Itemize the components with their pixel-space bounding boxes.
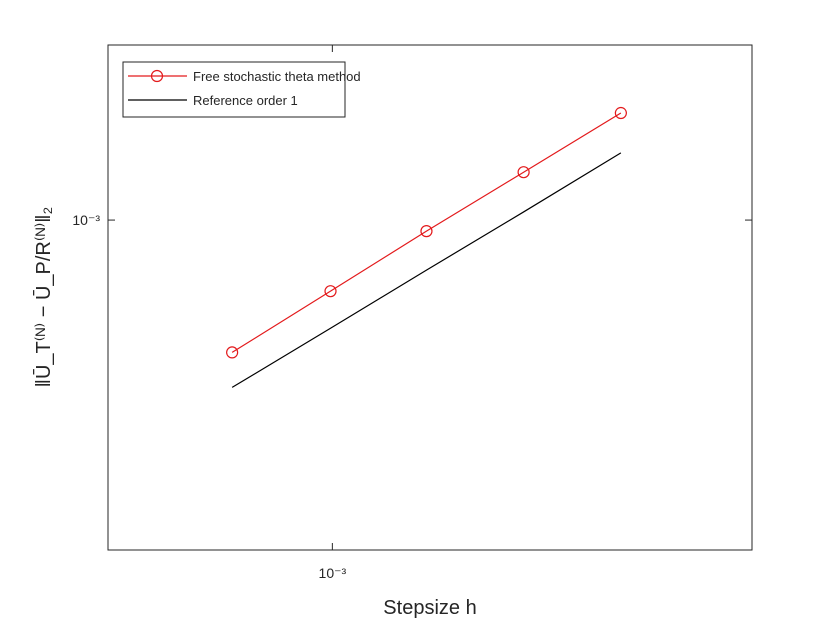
legend-label: Free stochastic theta method <box>193 69 361 84</box>
data-point <box>226 346 239 359</box>
y-tick-label: 10⁻³ <box>72 212 100 228</box>
x-tick-label: 10⁻³ <box>319 565 347 581</box>
legend-label: Reference order 1 <box>193 93 298 108</box>
legend-marker <box>150 69 164 83</box>
data-point <box>517 166 530 179</box>
data-point <box>324 285 337 298</box>
data-point <box>614 106 627 120</box>
y-axis-title: ‖Ū_T⁽ᴺ⁾ − Ū_P/R⁽ᴺ⁾‖₂ <box>32 207 55 388</box>
series-line <box>231 112 622 353</box>
data-point <box>420 225 433 238</box>
series-line <box>231 152 622 388</box>
plot-area <box>107 44 753 551</box>
x-axis-title: Stepsize h <box>383 597 476 619</box>
